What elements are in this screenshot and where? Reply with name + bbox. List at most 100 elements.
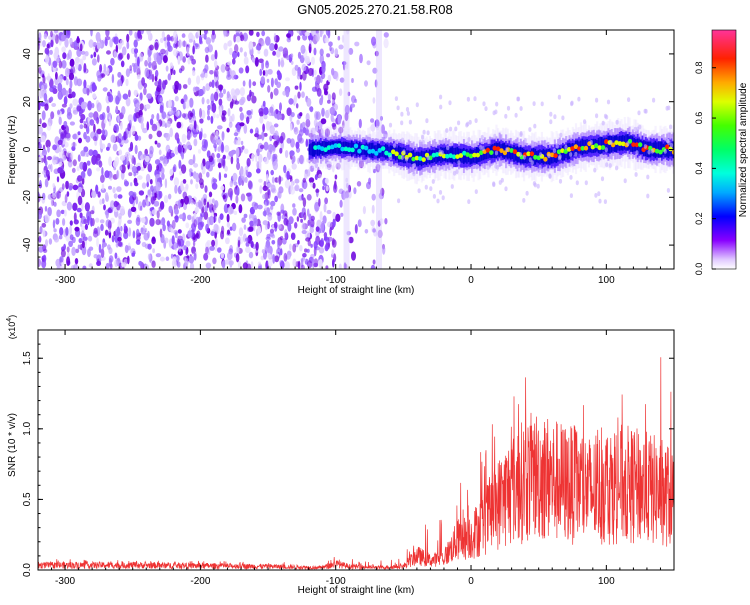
- noise-dot: [112, 143, 118, 152]
- scatter-dot: [429, 186, 433, 192]
- y-tick-label: 0: [22, 146, 33, 152]
- noise-dot: [151, 60, 157, 71]
- ridge-point: [455, 154, 460, 160]
- noise-dot: [178, 214, 185, 219]
- noise-dot: [173, 36, 177, 45]
- noise-dot: [230, 155, 234, 165]
- noise-dot: [61, 60, 67, 69]
- ridge-point: [391, 149, 396, 155]
- noise-dot: [168, 109, 173, 115]
- noise-dot: [341, 190, 347, 201]
- ridge-point: [340, 146, 345, 152]
- noise-dot: [243, 224, 247, 230]
- noise-dot: [75, 60, 79, 70]
- noise-dot: [150, 185, 154, 192]
- noise-dot: [215, 130, 219, 139]
- noise-dot: [155, 181, 161, 192]
- scatter-dot: [494, 150, 499, 156]
- noise-dot: [104, 170, 110, 179]
- noise-dot: [220, 185, 225, 191]
- noise-dot: [159, 256, 165, 262]
- noise-dot: [146, 93, 152, 99]
- noise-dot: [224, 165, 228, 172]
- noise-dot: [58, 150, 65, 159]
- scatter-dot: [553, 114, 557, 120]
- noise-dot: [84, 51, 89, 57]
- ridge-point: [654, 148, 660, 154]
- noise-dot: [296, 30, 302, 34]
- noise-dot: [320, 94, 324, 103]
- noise-dot: [272, 132, 278, 140]
- noise-dot: [197, 149, 202, 154]
- noise-dot: [243, 51, 247, 58]
- scatter-dot: [646, 174, 650, 180]
- noise-dot: [113, 193, 118, 199]
- x-tick-label: -100: [326, 275, 346, 286]
- band-segment: [560, 148, 563, 160]
- noise-dot: [344, 263, 348, 269]
- scatter-dot: [412, 163, 416, 168]
- noise-dot: [68, 72, 75, 81]
- noise-dot: [41, 148, 48, 157]
- noise-dot: [198, 172, 203, 180]
- y-tick-label: -20: [22, 190, 33, 205]
- noise-dot: [38, 137, 42, 144]
- noise-dot: [338, 263, 342, 269]
- noise-dot: [372, 168, 376, 174]
- noise-dot: [226, 127, 230, 133]
- scatter-dot: [482, 101, 486, 107]
- noise-dot: [286, 37, 291, 43]
- ridge-point: [556, 149, 562, 155]
- band-segment: [375, 145, 378, 157]
- noise-dot: [175, 255, 180, 262]
- scatter-dot: [504, 186, 508, 192]
- noise-dot: [127, 114, 134, 123]
- noise-dot: [281, 214, 285, 220]
- noise-dot: [335, 162, 341, 170]
- noise-dot: [76, 37, 81, 44]
- scatter-dot: [492, 110, 496, 116]
- noise-dot: [250, 261, 254, 268]
- noise-dot: [327, 236, 333, 242]
- noise-dot: [167, 36, 173, 41]
- noise-dot: [88, 149, 94, 157]
- ridge-point: [638, 142, 643, 148]
- noise-dot: [259, 144, 265, 150]
- noise-dot: [206, 171, 210, 178]
- ridge-point: [357, 148, 362, 154]
- noise-dot: [184, 99, 190, 109]
- scatter-dot: [561, 115, 565, 121]
- noise-dot: [60, 209, 65, 215]
- scatter-dot: [552, 148, 557, 154]
- noise-dot: [366, 60, 371, 66]
- ridge-point: [367, 149, 372, 154]
- noise-dot: [203, 198, 207, 206]
- noise-dot: [305, 237, 311, 242]
- noise-dot: [136, 74, 141, 80]
- noise-dot: [38, 258, 41, 268]
- noise-dot: [139, 103, 144, 111]
- noise-dot: [163, 55, 168, 64]
- noise-dot: [226, 155, 231, 160]
- noise-dot: [254, 57, 259, 67]
- noise-dot: [127, 89, 131, 98]
- noise-dot: [117, 138, 122, 144]
- noise-dot: [283, 252, 288, 262]
- noise-dot: [125, 78, 129, 87]
- scatter-dot: [432, 194, 436, 199]
- noise-dot: [86, 126, 90, 134]
- noise-dot: [129, 65, 133, 71]
- noise-dot: [207, 108, 210, 117]
- noise-dot: [92, 93, 97, 99]
- snr-marks: [38, 357, 674, 570]
- ridge-point: [597, 145, 602, 151]
- ridge-point: [458, 153, 464, 158]
- noise-dot: [48, 238, 53, 245]
- x-tick-label: -100: [326, 576, 346, 587]
- noise-dot: [222, 154, 226, 160]
- noise-dot: [180, 65, 185, 72]
- noise-dot: [79, 124, 84, 130]
- scatter-dot: [449, 126, 453, 132]
- scatter-dot: [415, 102, 419, 108]
- ridge-point: [479, 150, 484, 156]
